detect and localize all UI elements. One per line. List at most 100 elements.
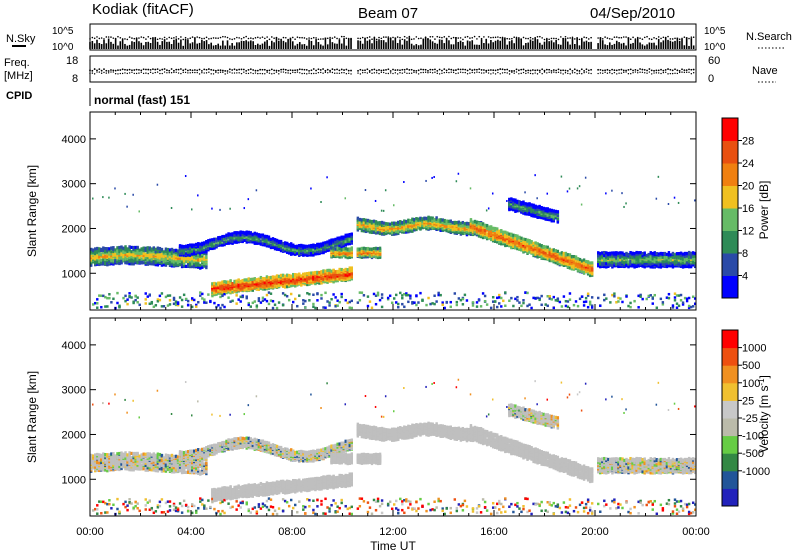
freq-dot-242 <box>653 69 655 72</box>
power-cell-1224 <box>229 279 232 283</box>
nsearch-dot-179 <box>506 37 509 40</box>
nsearch-dot-61 <box>231 38 233 41</box>
power-cell-183 <box>116 251 119 256</box>
nsearch-dot-52 <box>210 37 212 40</box>
power-cell-2225 <box>310 253 313 257</box>
power-cell-83 <box>102 252 105 257</box>
power-cell-2544 <box>332 247 335 251</box>
power-cell-467 <box>158 252 162 256</box>
power-cell-1920 <box>285 247 289 251</box>
power-cell-1273 <box>233 279 236 283</box>
power-cell-2386 <box>322 247 325 251</box>
power-cell-1236 <box>229 300 232 303</box>
power-cell-858 <box>197 300 200 304</box>
power-scatter <box>90 172 697 310</box>
freq-dot-176 <box>499 68 502 70</box>
nsearch-dot-214 <box>587 38 590 40</box>
power-cell-2082 <box>300 280 303 284</box>
power-cell-533 <box>168 252 172 257</box>
power-cell-700 <box>184 175 187 178</box>
nsearch-dot-15 <box>124 38 126 40</box>
power-cell-3330 <box>403 305 406 309</box>
power-cell-341 <box>140 259 143 263</box>
power-cell-3090 <box>374 227 378 231</box>
nsearch-dot-234 <box>634 38 637 40</box>
nsearch-dot-161 <box>464 36 467 38</box>
nave-dot-169 <box>483 72 485 74</box>
nsky-panel-frame <box>89 23 697 51</box>
power-cell-3707 <box>461 231 465 236</box>
power-cell-2331 <box>318 247 321 252</box>
power-cell-2284 <box>314 306 317 310</box>
power-cell-205 <box>118 304 121 308</box>
power-cell-1057 <box>215 242 218 246</box>
nsearch-dot-240 <box>648 38 651 40</box>
power-cell-3113 <box>374 199 377 202</box>
power-cell-3001 <box>366 255 370 259</box>
nave-dot-172 <box>490 73 492 75</box>
nsearch-dot-122 <box>373 36 376 39</box>
power-cell-275 <box>130 255 133 259</box>
freq-dot-118 <box>364 69 366 72</box>
nsearch-dot-63 <box>236 36 238 39</box>
power-cell-1377 <box>241 232 244 237</box>
power-cell-11 <box>90 250 93 254</box>
power-cell-276 <box>130 252 133 257</box>
nsearch-dot-232 <box>629 38 632 41</box>
power-cell-37 <box>94 301 97 305</box>
power-cell-2335 <box>318 244 321 248</box>
nave-dot-237 <box>641 71 644 73</box>
power-cell-1481 <box>249 231 252 235</box>
power-cell-2807 <box>348 271 351 275</box>
nave-dot-2 <box>93 73 96 75</box>
power-cell-1080 <box>217 241 220 245</box>
power-cell-1494 <box>251 277 255 281</box>
power-cell-436 <box>154 256 158 260</box>
power-cell-160 <box>112 249 115 254</box>
power-cell-478 <box>160 257 164 261</box>
freq-dot-213 <box>585 68 588 71</box>
nave-dot-5 <box>100 72 103 74</box>
power-cell-2905 <box>358 217 362 222</box>
nsearch-dot-89 <box>296 36 299 38</box>
nsearch-dot-139 <box>413 38 415 40</box>
freq-dot-59 <box>226 70 229 72</box>
nave-dot-242 <box>653 72 655 74</box>
power-cell-2078 <box>298 294 301 297</box>
power-cell-1610 <box>261 280 265 284</box>
nave-dot-31 <box>161 72 163 75</box>
power-cell-1746 <box>271 275 275 280</box>
power-cell-3411 <box>415 221 418 225</box>
freq-dot-83 <box>282 68 285 71</box>
nave-tick-top: 60 <box>708 55 720 67</box>
power-cell-3066 <box>372 230 376 234</box>
nave-dot-149 <box>436 72 438 75</box>
nsearch-dot-148 <box>434 38 436 40</box>
nave-dot-94 <box>308 72 310 74</box>
power-cell-74 <box>100 247 103 251</box>
power-cell-2064 <box>298 272 301 276</box>
power-cell-1016 <box>211 207 213 210</box>
nsearch-dot-227 <box>618 36 620 39</box>
power-cell-2595 <box>336 269 339 274</box>
freq-dot-46 <box>196 69 199 72</box>
nave-dot-185 <box>520 72 522 75</box>
power-cell-62 <box>98 249 101 253</box>
power-cell-1222 <box>229 281 232 286</box>
power-cell-167 <box>114 258 117 263</box>
power-cell-1883 <box>281 292 285 295</box>
power-cell-955 <box>205 246 208 251</box>
freq-dot-117 <box>361 69 364 72</box>
power-cell-2748 <box>344 233 347 237</box>
power-cell-456 <box>156 246 160 250</box>
nave-dot-203 <box>562 73 564 75</box>
power-cell-1285 <box>235 288 238 292</box>
freq-dot-180 <box>508 70 511 72</box>
power-cell-191 <box>118 260 121 264</box>
power-cell-1266 <box>233 286 236 290</box>
power-cell-1840 <box>279 280 283 285</box>
power-cell-102 <box>104 295 107 299</box>
nsearch-dot-65 <box>240 37 243 40</box>
power-cell-3290 <box>397 302 400 306</box>
power-cell-652 <box>182 264 186 268</box>
